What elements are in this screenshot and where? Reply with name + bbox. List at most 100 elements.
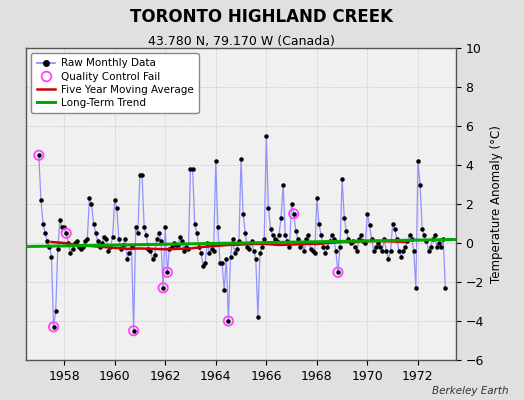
- Point: [348, 238, 357, 244]
- Point: [68, 246, 77, 252]
- Point: [287, 201, 296, 207]
- Point: [292, 228, 300, 234]
- Point: [330, 236, 338, 242]
- Point: [258, 244, 266, 250]
- Point: [142, 232, 150, 238]
- Point: [321, 250, 330, 256]
- Point: [53, 246, 62, 252]
- Point: [184, 246, 193, 252]
- Point: [390, 226, 399, 232]
- Point: [94, 238, 102, 244]
- Point: [199, 263, 208, 270]
- Point: [245, 246, 254, 252]
- Point: [165, 246, 173, 252]
- Point: [180, 248, 188, 254]
- Point: [392, 236, 401, 242]
- Point: [144, 246, 152, 252]
- Point: [43, 238, 51, 244]
- Point: [210, 248, 218, 254]
- Point: [264, 205, 272, 211]
- Point: [222, 255, 231, 262]
- Point: [72, 238, 81, 244]
- Point: [439, 236, 447, 242]
- Point: [317, 232, 325, 238]
- Point: [41, 230, 49, 236]
- Point: [113, 205, 121, 211]
- Point: [161, 224, 169, 230]
- Point: [386, 248, 395, 254]
- Point: [171, 242, 180, 248]
- Point: [205, 250, 214, 256]
- Point: [254, 314, 262, 320]
- Point: [169, 240, 178, 246]
- Point: [325, 238, 334, 244]
- Point: [212, 158, 220, 164]
- Point: [376, 244, 384, 250]
- Point: [285, 244, 293, 250]
- Point: [369, 248, 378, 254]
- Point: [119, 242, 127, 248]
- Point: [106, 244, 115, 250]
- Point: [300, 248, 309, 254]
- Point: [437, 244, 445, 250]
- Point: [418, 226, 427, 232]
- Point: [365, 222, 374, 229]
- Point: [384, 255, 392, 262]
- Point: [62, 230, 70, 236]
- Point: [35, 152, 43, 158]
- Point: [283, 238, 291, 244]
- Point: [173, 242, 182, 248]
- Point: [252, 255, 260, 262]
- Point: [157, 238, 165, 244]
- Point: [83, 236, 92, 242]
- Point: [39, 220, 47, 227]
- Point: [249, 248, 258, 254]
- Point: [235, 238, 243, 244]
- Point: [127, 244, 136, 250]
- Point: [191, 220, 199, 227]
- Text: Berkeley Earth: Berkeley Earth: [432, 386, 508, 396]
- Point: [378, 248, 386, 254]
- Point: [275, 232, 283, 238]
- Point: [420, 232, 429, 238]
- Point: [35, 152, 43, 158]
- Point: [319, 244, 328, 250]
- Point: [228, 236, 237, 242]
- Point: [277, 214, 285, 221]
- Point: [79, 244, 88, 250]
- Point: [315, 220, 323, 227]
- Point: [395, 248, 403, 254]
- Point: [313, 195, 321, 201]
- Point: [323, 244, 332, 250]
- Point: [208, 246, 216, 252]
- Point: [231, 250, 239, 256]
- Point: [216, 259, 224, 266]
- Point: [262, 132, 270, 139]
- Point: [214, 224, 222, 230]
- Point: [359, 238, 367, 244]
- Point: [140, 224, 148, 230]
- Point: [334, 269, 342, 276]
- Point: [159, 285, 167, 291]
- Point: [302, 236, 311, 242]
- Point: [60, 224, 68, 230]
- Y-axis label: Temperature Anomaly (°C): Temperature Anomaly (°C): [489, 125, 503, 283]
- Point: [374, 240, 382, 246]
- Point: [224, 318, 233, 324]
- Point: [37, 197, 45, 203]
- Point: [203, 240, 212, 246]
- Point: [307, 246, 315, 252]
- Point: [441, 285, 450, 291]
- Point: [187, 166, 195, 172]
- Point: [96, 244, 104, 250]
- Point: [353, 248, 361, 254]
- Point: [163, 269, 171, 276]
- Point: [241, 230, 249, 236]
- Text: TORONTO HIGHLAND CREEK: TORONTO HIGHLAND CREEK: [130, 8, 394, 26]
- Point: [414, 158, 422, 164]
- Point: [136, 172, 144, 178]
- Point: [403, 238, 412, 244]
- Point: [410, 248, 418, 254]
- Point: [233, 246, 241, 252]
- Point: [102, 236, 111, 242]
